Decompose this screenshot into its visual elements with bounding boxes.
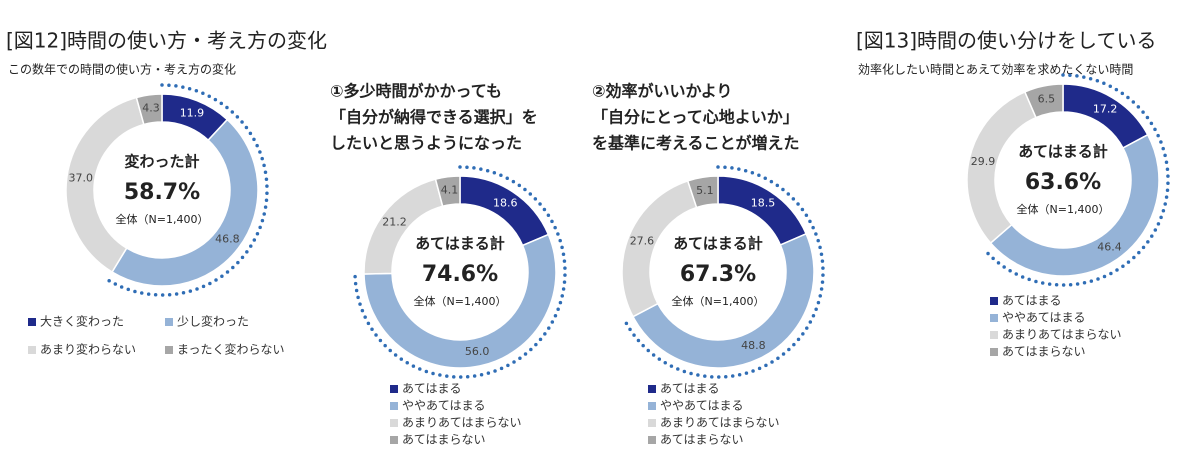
figure-subtitle: 効率化したい時間とあえて効率を求めたくない時間 xyxy=(858,62,1133,77)
legend-swatch xyxy=(165,318,173,326)
legend-swatch xyxy=(165,346,173,354)
chart-title: ②効率がいいかより xyxy=(592,82,732,101)
data-label: 4.3 xyxy=(142,102,160,115)
data-label: 6.5 xyxy=(1038,93,1056,106)
legend-label: 大きく変わった xyxy=(40,314,124,329)
legend-label: ややあてはまる xyxy=(1002,311,1086,325)
legend-label: あまりあてはまらない xyxy=(1002,328,1122,342)
legend-label: あてはまる xyxy=(1002,294,1062,308)
legend-label: あてはまらない xyxy=(402,433,486,447)
legend-label: あてはまらない xyxy=(1002,345,1086,359)
legend-label: あてはまらない xyxy=(660,433,744,447)
legend-swatch xyxy=(648,385,656,393)
center-label: あてはまる計 xyxy=(415,235,504,253)
donut-segment xyxy=(989,133,1160,277)
total-arc xyxy=(982,73,1170,287)
chart-title: ①多少時間がかかっても xyxy=(330,82,502,101)
legend-label: あまりあてはまらない xyxy=(660,416,780,430)
donut-segment xyxy=(632,232,815,369)
legend-swatch xyxy=(28,346,36,354)
legend-swatch xyxy=(390,402,398,410)
legend-swatch xyxy=(28,318,36,326)
donut-segment xyxy=(1023,83,1064,119)
data-label: 4.1 xyxy=(441,184,459,197)
center-total: 67.3% xyxy=(680,262,756,287)
legend-label: あまり変わらない xyxy=(40,342,136,357)
total-arc xyxy=(353,165,567,379)
data-label: 37.0 xyxy=(69,172,94,185)
legend-label: まったく変わらない xyxy=(177,342,285,357)
data-label: 56.0 xyxy=(465,345,490,358)
chart-title: 「自分にとって心地よいか」 xyxy=(592,108,799,127)
legend-label: ややあてはまる xyxy=(402,399,486,413)
data-label: 5.1 xyxy=(696,184,714,197)
data-label: 18.5 xyxy=(751,196,776,209)
legend-swatch xyxy=(990,348,998,356)
legend-label: 少し変わった xyxy=(177,314,249,329)
donut-segment xyxy=(363,233,557,369)
legend-label: あまりあてはまらない xyxy=(402,416,522,430)
center-label: あてはまる計 xyxy=(673,235,762,253)
center-label: あてはまる計 xyxy=(1018,143,1107,161)
center-base: 全体（N=1,400） xyxy=(116,212,209,226)
data-label: 27.6 xyxy=(630,234,655,247)
legend-swatch xyxy=(648,402,656,410)
legend-swatch xyxy=(390,436,398,444)
data-label: 29.9 xyxy=(971,155,996,168)
center-label: 変わった計 xyxy=(124,153,199,171)
center-total: 74.6% xyxy=(422,262,498,287)
data-label: 11.9 xyxy=(180,107,205,120)
donut-segment xyxy=(1062,83,1149,150)
donut-segment xyxy=(111,118,259,287)
legend-swatch xyxy=(990,297,998,305)
figure-title: [図13]時間の使い分けをしている xyxy=(856,29,1156,53)
center-base: 全体（N=1,400） xyxy=(672,294,765,308)
legend-label: ややあてはまる xyxy=(660,399,744,413)
center-base: 全体（N=1,400） xyxy=(414,294,507,308)
legend-swatch xyxy=(648,436,656,444)
figure-subtitle: この数年での時間の使い方・考え方の変化 xyxy=(8,62,236,77)
legend-label: あてはまる xyxy=(660,382,720,396)
donut-segment xyxy=(686,175,719,209)
legend-swatch xyxy=(990,314,998,322)
legend-swatch xyxy=(390,385,398,393)
center-total: 58.7% xyxy=(124,180,200,205)
figure-title: [図12]時間の使い方・考え方の変化 xyxy=(6,29,327,53)
center-total: 63.6% xyxy=(1025,170,1101,195)
chart-title: 「自分が納得できる選択」を xyxy=(330,108,538,127)
donut-segment xyxy=(135,93,163,126)
center-base: 全体（N=1,400） xyxy=(1017,202,1110,216)
legend-swatch xyxy=(648,419,656,427)
data-label: 18.6 xyxy=(493,197,518,210)
legend-label: あてはまる xyxy=(402,382,462,396)
total-arc xyxy=(105,83,269,297)
donut-segment xyxy=(434,175,461,208)
data-label: 48.8 xyxy=(741,339,766,352)
data-label: 46.8 xyxy=(215,232,240,245)
legend-swatch xyxy=(390,419,398,427)
data-label: 46.4 xyxy=(1097,241,1122,254)
legend-swatch xyxy=(990,331,998,339)
data-label: 17.2 xyxy=(1093,103,1118,116)
data-label: 21.2 xyxy=(382,216,407,229)
chart-title: を基準に考えることが増えた xyxy=(592,134,800,153)
chart-title: したいと思うようになった xyxy=(330,134,522,153)
